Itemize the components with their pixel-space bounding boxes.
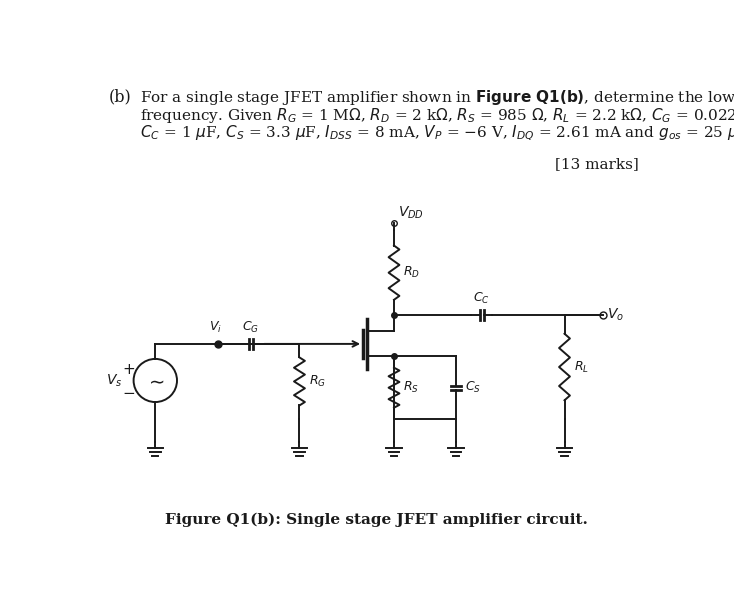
Text: $C_C$: $C_C$ [473,291,490,306]
Text: (b): (b) [109,88,131,105]
Text: $C_S$: $C_S$ [465,380,481,395]
Text: $V_o$: $V_o$ [607,307,624,323]
Text: $R_L$: $R_L$ [574,359,589,374]
Text: +: + [123,362,135,378]
Text: $C_C$ = 1 $\mu$F, $C_S$ = 3.3 $\mu$F, $I_{DSS}$ = 8 mA, $V_P$ = $-$6 V, $I_{DQ}$: $C_C$ = 1 $\mu$F, $C_S$ = 3.3 $\mu$F, $I… [139,123,734,143]
Text: $V_{DD}$: $V_{DD}$ [398,205,424,221]
Text: $-$: $-$ [123,384,136,399]
Text: Figure Q1(b): Single stage JFET amplifier circuit.: Figure Q1(b): Single stage JFET amplifie… [164,513,588,527]
Text: $\sim$: $\sim$ [145,371,165,390]
Text: $R_G$: $R_G$ [309,374,326,389]
Text: $R_D$: $R_D$ [403,265,421,280]
Text: $R_S$: $R_S$ [403,380,419,395]
Text: [13 marks]: [13 marks] [555,157,639,171]
Text: $V_i$: $V_i$ [208,320,222,335]
Text: For a single stage JFET amplifier shown in $\mathbf{Figure\ Q1(b)}$, determine t: For a single stage JFET amplifier shown … [139,88,734,107]
Text: frequency. Given $R_G$ = 1 M$\Omega$, $R_D$ = 2 k$\Omega$, $R_S$ = 985 $\Omega$,: frequency. Given $R_G$ = 1 M$\Omega$, $R… [139,106,734,124]
Text: $C_G$: $C_G$ [242,320,259,335]
Text: $V_s$: $V_s$ [106,372,123,389]
